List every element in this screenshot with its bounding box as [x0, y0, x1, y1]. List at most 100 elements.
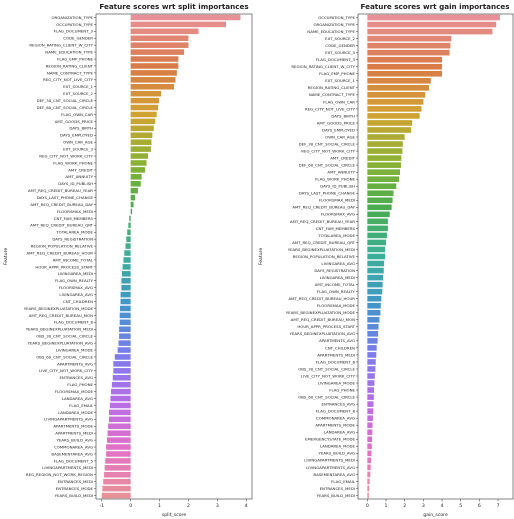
y-tick-label: AMT_GOODS_PRICE	[55, 119, 94, 124]
y-tick-label: LIVINGAREA_AVG	[59, 292, 93, 297]
y-tick-label: NAME_EDUCATION_TYPE	[307, 29, 355, 34]
y-tick-label: LIVE_CITY_NOT_WORK_CITY	[301, 373, 356, 378]
x-tick-label: 5	[459, 503, 462, 509]
y-axis-label: Feature	[258, 248, 264, 266]
bar	[130, 90, 161, 97]
bar	[367, 84, 429, 91]
y-tick-label: OBS_60_CNT_SOCIAL_CIRCLE	[298, 394, 355, 399]
y-tick-label: CNT_FAM_MEMBERS	[54, 216, 94, 221]
bar	[367, 436, 373, 443]
y-tick-label: CNT_CHILDREN	[325, 345, 355, 350]
y-tick-label: DEF_60_CNT_SOCIAL_CIRCLE	[37, 105, 94, 110]
y-tick-label: OBS_60_CNT_SOCIAL_CIRCLE	[36, 354, 93, 359]
bar	[367, 120, 413, 126]
y-tick-label: EXT_SOURCE_1	[63, 84, 93, 89]
y-tick-label: AMT_REQ_CREDIT_BUREAU_DAY	[292, 205, 355, 210]
y-tick-label: FLAG_DOCUMENT_3	[316, 57, 356, 62]
y-tick-label: NAME_CONTRACT_TYPE	[47, 70, 94, 75]
bar	[367, 169, 401, 175]
chart-split: Feature scores wrt split importances ORGA…	[3, 2, 253, 518]
bar	[130, 174, 142, 180]
y-tick-label: LANDAREA_AVG	[324, 430, 355, 435]
y-tick-label: FLAG_OWN_CAR	[61, 112, 93, 117]
bar	[367, 113, 420, 119]
bar	[118, 340, 131, 346]
y-tick-label: LIVINGAREA_AVG	[321, 261, 355, 266]
y-tick-label: ENTRANCES_AVG	[59, 375, 93, 380]
y-tick-label: LIVINGAREA_MODE	[56, 347, 94, 352]
y-tick-label: AMT_CREDIT	[330, 155, 355, 160]
bar	[367, 274, 384, 281]
bar	[111, 381, 131, 388]
y-tick-label: DAYS_ID_PUBLISH	[58, 181, 93, 186]
y-tick-label: AMT_ANNUITY	[327, 170, 355, 175]
y-tick-label: ORGANIZATION_TYPE	[51, 15, 93, 20]
bar	[367, 28, 493, 35]
bar	[367, 148, 403, 154]
y-tick-label: EXT_SOURCE_2	[63, 91, 93, 96]
y-tick-label: ENTRANCES_MEDI	[320, 486, 355, 491]
bar	[367, 288, 383, 295]
bar	[129, 215, 131, 222]
y-tick-label: REG_CITY_NOT_LIVE_CITY	[43, 77, 94, 82]
bar	[367, 331, 379, 337]
bar	[130, 146, 151, 152]
bar	[130, 83, 174, 90]
bar	[101, 492, 131, 499]
bar	[104, 471, 131, 478]
y-tick-label: FLAG_DOCUMENT_8	[316, 409, 356, 414]
bar	[367, 373, 375, 379]
bar	[367, 352, 377, 358]
y-tick-label: YEARS_BEGINEXPLUATATION_MEDI	[288, 247, 355, 252]
y-tick-label: EXT_SOURCE_3	[63, 147, 93, 152]
bar	[130, 139, 152, 145]
bar	[367, 345, 377, 351]
y-tick-label: YEARS_BEGINEXPLUATATION_MODE	[286, 310, 356, 315]
y-tick-label: APARTMENTS_MODE	[315, 423, 355, 428]
y-tick-label: DAYS_BIRTH	[69, 126, 93, 131]
y-tick-label: REGION_RATING_CLIENT	[46, 63, 94, 68]
y-tick-label: AMT_REQ_CREDIT_BUREAU_QRT	[292, 240, 355, 245]
bar	[367, 267, 384, 274]
bar	[367, 21, 497, 28]
y-tick-label: APARTMENTS_MEDI	[55, 431, 93, 436]
bar	[367, 49, 450, 56]
y-tick-label: FLAG_EMP_PHONE	[57, 56, 93, 61]
bar	[367, 359, 376, 365]
x-tick-label: 2	[403, 503, 406, 509]
y-tick-label: ENTRANCES_MEDI	[58, 479, 93, 484]
y-tick-label: AMT_REQ_CREDIT_BUREAU_DAY	[30, 202, 93, 207]
y-tick-label: LIVINGAREA_MODE	[318, 380, 356, 385]
y-tick-label: FLOORSMAX_MODE	[55, 389, 94, 394]
y-tick-label: REG_CITY_NOT_LIVE_CITY	[305, 106, 356, 111]
bar	[130, 201, 134, 208]
y-tick-label: FLAG_PHONE	[67, 382, 93, 387]
bar	[119, 305, 131, 312]
y-tick-label: FLOORSMAX_MEDI	[319, 198, 355, 203]
y-tick-label: FLOORSMAX_AVG	[321, 212, 355, 217]
x-tick-label: 6	[478, 503, 481, 509]
bar	[119, 333, 131, 339]
bar	[367, 457, 372, 464]
y-tick-label: REGION_POPULATION_RELATIVE	[31, 244, 94, 249]
bar	[367, 246, 386, 253]
bar	[112, 374, 131, 381]
bar	[130, 35, 189, 42]
y-tick-label: LIVINGAPARTMENTS_AVG	[306, 465, 355, 470]
bar	[130, 104, 159, 111]
y-tick-label: AMT_REQ_CREDIT_BUREAU_HOUR	[26, 250, 93, 255]
bar	[130, 180, 141, 187]
bar	[367, 380, 375, 386]
y-tick-label: AMT_REQ_CREDIT_BUREAU_YEAR	[290, 219, 355, 224]
bar	[125, 243, 131, 249]
bar	[367, 338, 378, 344]
bar	[122, 271, 131, 277]
y-tick-label: DAYS_ID_PUBLISH	[320, 184, 355, 189]
bar	[130, 118, 156, 125]
y-tick-label: NAME_EDUCATION_TYPE	[45, 50, 93, 55]
bar	[130, 56, 179, 62]
bar	[367, 35, 452, 42]
bar	[367, 197, 393, 204]
y-tick-label: OBS_30_CNT_SOCIAL_CIRCLE	[298, 366, 355, 371]
